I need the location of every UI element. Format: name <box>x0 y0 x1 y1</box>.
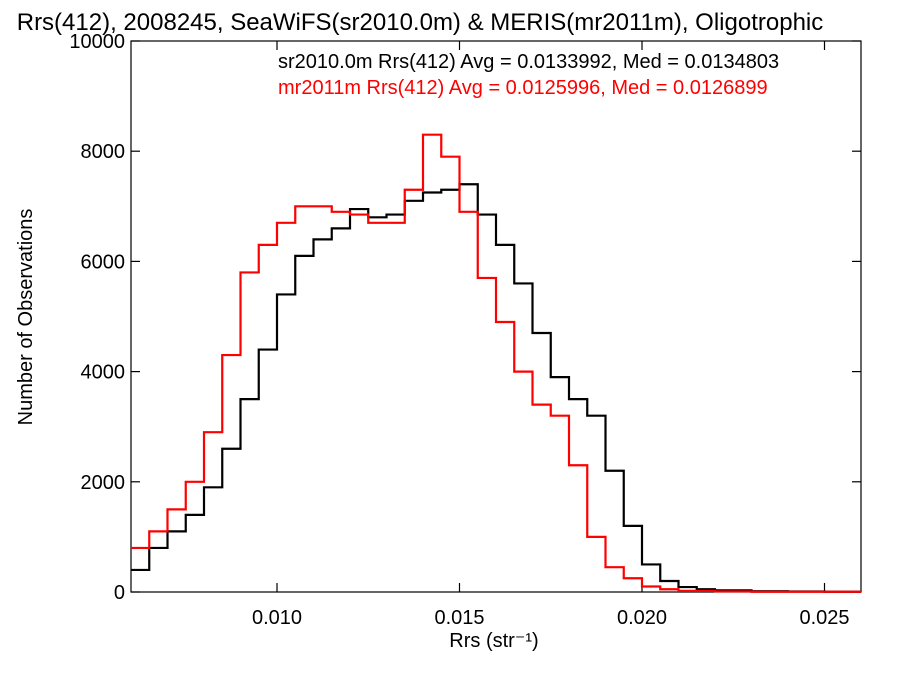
legend-entry-mr2011: mr2011m Rrs(412) Avg = 0.0125996, Med = … <box>278 77 768 99</box>
legend: sr2010.0m Rrs(412) Avg = 0.0133992, Med … <box>278 51 779 99</box>
legend-entry-sr2010: sr2010.0m Rrs(412) Avg = 0.0133992, Med … <box>278 51 779 73</box>
y-tick-label: 8000 <box>81 141 126 163</box>
x-tick-label: 0.010 <box>252 607 302 629</box>
chart-title: Rrs(412), 2008245, SeaWiFS(sr2010.0m) & … <box>17 9 824 36</box>
y-axis-label: Number of Observations <box>15 209 37 426</box>
y-axis-ticks: 0 2000 4000 6000 8000 10000 <box>69 31 861 604</box>
y-tick-label: 4000 <box>81 362 126 384</box>
y-tick-label: 2000 <box>81 472 126 494</box>
y-tick-label: 10000 <box>69 31 125 53</box>
x-axis-label: Rrs (str⁻¹) <box>449 630 538 652</box>
x-tick-label: 0.020 <box>617 607 667 629</box>
series-line-sr2010 <box>131 183 861 593</box>
y-tick-label: 0 <box>114 582 125 604</box>
plot-frame <box>130 40 862 593</box>
y-tick-label: 6000 <box>81 251 126 273</box>
x-tick-label: 0.025 <box>799 607 849 629</box>
x-tick-label: 0.015 <box>434 607 484 629</box>
series-layer <box>131 133 861 593</box>
series-line-mr2011 <box>131 133 861 593</box>
